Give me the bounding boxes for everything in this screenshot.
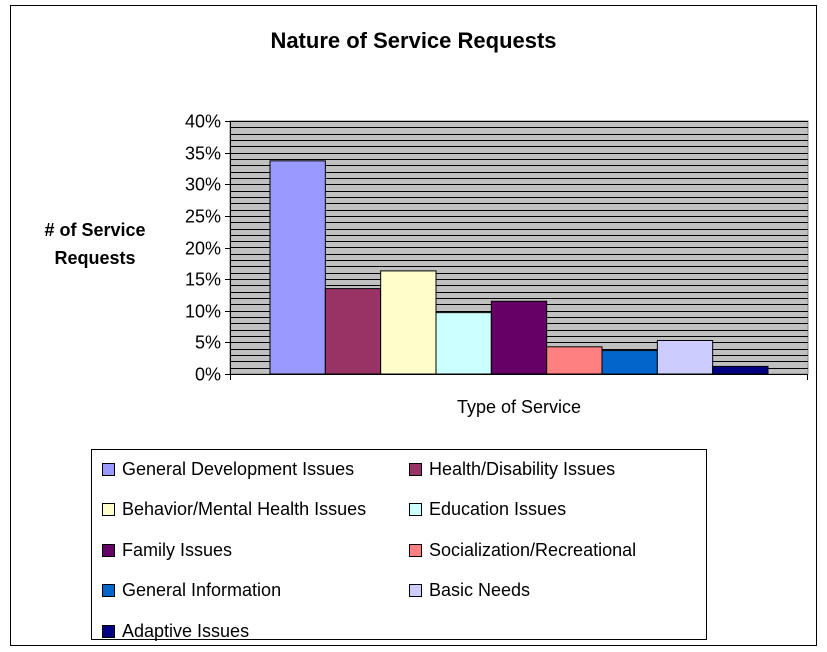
legend-label: Family Issues [122,539,233,560]
y-axis-label: # of Service Requests [22,216,168,272]
x-axis-label: Type of Service [456,397,582,417]
y-tick-label: 25% [185,207,221,227]
bar-general-information [601,350,658,375]
y-tick-label: 10% [185,302,221,322]
legend-item: Health/Disability Issues [409,458,615,480]
legend-item: General Information [102,580,281,602]
legend-label: Adaptive Issues [122,620,250,641]
legend-swatch [409,462,422,476]
legend-item: Behavior/Mental Health Issues [102,499,366,521]
chart-title: Nature of Service Requests [270,28,557,53]
y-tick-label: 20% [185,239,221,259]
y-tick-label: 15% [185,270,221,290]
legend-swatch [102,624,115,638]
bar-health-disability-issues [324,288,382,375]
bar-basic-needs [656,339,714,375]
legend-swatch [409,503,422,516]
legend-swatch [102,462,115,476]
bar-adaptive-issues [712,365,769,375]
bar-socialization-recreational [546,346,603,375]
y-tick-label: 0% [195,365,221,385]
legend-item: General Development Issues [102,458,354,480]
legend-swatch [409,543,422,557]
bar-general-development-issues [269,160,326,375]
legend-item: Socialization/Recreational [409,539,636,561]
y-tick-labels: 0% 5% 10% 15% 20% 25% 30% 35% 40% [185,112,221,385]
y-tick-label: 40% [185,112,221,132]
legend: General Development Issues Health/Disabil… [91,449,707,642]
y-tick-label: 5% [195,333,221,353]
bar-behavior-mental-health-issues [380,270,437,375]
legend-swatch [102,584,115,597]
y-axis-label-line-2: Requests [54,248,136,268]
legend-label: Health/Disability Issues [429,458,616,479]
bar-education-issues [435,312,492,375]
y-tick-label: 30% [185,175,221,195]
legend-swatch [409,584,422,597]
legend-item: Basic Needs [409,580,530,602]
legend-label: Basic Needs [429,580,531,600]
bars [269,160,769,375]
legend-label: General Development Issues [122,458,355,479]
axes [225,121,808,380]
legend-label: Behavior/Mental Health Issues [122,499,367,519]
legend-label: General Information [122,580,282,600]
y-tick-label: 35% [185,144,221,164]
bar-family-issues [490,300,548,375]
legend-item: Adaptive Issues [102,620,249,642]
legend-item: Education Issues [409,499,566,521]
legend-label: Education Issues [429,499,567,519]
legend-label: Socialization/Recreational [429,539,637,560]
y-axis-label-line-1: # of Service [44,220,146,240]
legend-swatch [102,503,115,516]
legend-swatch [102,543,115,557]
legend-item: Family Issues [102,539,232,561]
